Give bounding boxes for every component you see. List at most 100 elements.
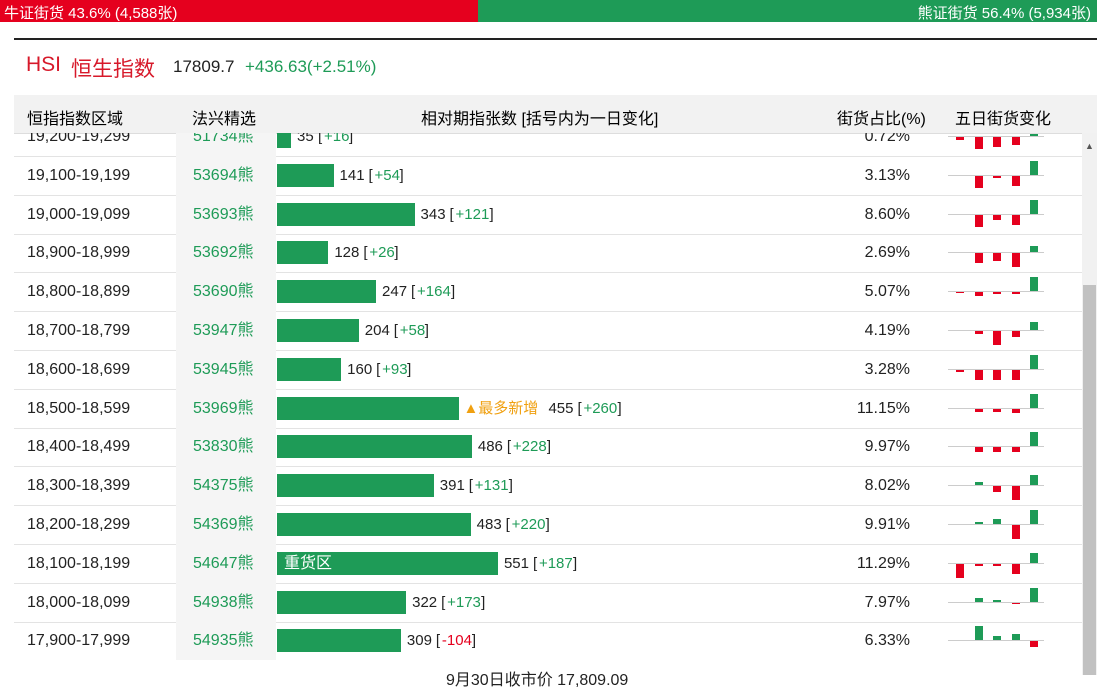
code-bg (176, 155, 276, 195)
change: +164 (417, 283, 451, 301)
range: 18,100-18,199 (27, 554, 131, 572)
spark-base (948, 330, 1044, 331)
scrollbar[interactable]: ▲ (1082, 133, 1097, 675)
bull-text: 牛证街货 43.6% (4,588张) (4, 5, 178, 22)
warrant-code: 53693熊 (193, 205, 254, 223)
col-header: 法兴精选 (192, 111, 257, 128)
count-bar (277, 435, 472, 459)
share: 4.19% (864, 322, 910, 339)
share: 3.13% (864, 166, 910, 184)
spark-bar (1011, 253, 1020, 268)
share: 9.91% (864, 516, 910, 533)
spark-base (948, 524, 1044, 525)
table-row: 18,000-18,099 54938熊 322[+173] 7.97% (14, 582, 1082, 623)
spark-bar (1011, 137, 1020, 145)
bracket: ] (572, 554, 578, 572)
bracket: [ (506, 438, 512, 456)
warrant-code: 53945熊 (193, 360, 254, 378)
change: +228 (512, 438, 547, 456)
range: 18,300-18,399 (27, 477, 131, 495)
spark-base (948, 174, 1044, 176)
count-bar (277, 241, 329, 265)
code-bg (176, 582, 276, 622)
index-name: 恒生指数 (71, 58, 155, 81)
change: +260 (583, 399, 618, 417)
bracket: [ (441, 593, 446, 611)
count-bar (277, 280, 377, 304)
spark-bar (1011, 408, 1020, 413)
share: 11.29% (856, 554, 910, 572)
warrant-code: 53969熊 (193, 399, 254, 417)
share: 11.15% (856, 399, 910, 417)
table-row: 19,000-19,099 53693熊 343[+121] 8.60% (14, 194, 1082, 235)
change: -104 (441, 632, 472, 650)
tag: ▲最多新增 (463, 399, 539, 417)
spark-bar (974, 447, 983, 453)
range: 18,500-18,599 (27, 399, 131, 417)
spark-base (948, 368, 1044, 370)
spark-bar (974, 331, 983, 334)
bracket: [ (363, 244, 368, 262)
spark-bar (993, 486, 1001, 493)
count: 141 (339, 166, 365, 184)
count: 391 (439, 477, 465, 495)
count-bar (277, 319, 359, 342)
count: 343 (420, 205, 446, 223)
scroll-thumb[interactable] (1083, 285, 1096, 675)
spark-base (948, 485, 1044, 487)
table-row: 19,200-19,299 51734熊 35 [+16] 0.72% (14, 133, 1082, 157)
change: +131 (474, 477, 509, 495)
code-bg (176, 194, 276, 234)
code-bg (176, 272, 276, 312)
scroll-up-arrow[interactable]: ▲ (1085, 141, 1094, 151)
table-row: 18,700-18,799 53947熊 204[+58] 4.19% (14, 311, 1082, 351)
index-price: 17809.7 (173, 57, 235, 76)
bracket: [ (318, 133, 323, 145)
table-body: 19,200-19,299 51734熊 35[+16] 0.72% 19,100-19… (14, 133, 1082, 660)
range: 18,400-18,499 (27, 438, 131, 456)
range: 17,900-17,999 (27, 632, 131, 650)
bracket: ] (508, 477, 513, 495)
spark-bar (993, 214, 1001, 220)
spark-bar (1011, 602, 1020, 604)
code-bg (176, 543, 276, 583)
index-change: +436.63(+2.51%) (245, 57, 377, 76)
count-bar: 重货区 (277, 551, 498, 575)
bracket: ] (407, 360, 412, 378)
spark-bar (956, 563, 964, 578)
bracket: ] (399, 166, 404, 184)
spark-base (948, 446, 1044, 448)
share: 6.33% (864, 632, 910, 650)
spark-bar (993, 175, 1001, 178)
warrant-code: 53947熊 (193, 322, 254, 339)
spark-base (948, 601, 1044, 603)
spark-base (948, 407, 1044, 409)
bracket: [ (532, 554, 538, 572)
spark-bar (993, 253, 1001, 262)
spark-bar (993, 408, 1001, 412)
spark-bar (974, 522, 983, 524)
code-bg (176, 133, 276, 156)
count: 483 (476, 516, 502, 533)
count-bar (277, 396, 460, 420)
spark-bar (1030, 199, 1038, 214)
count: 551 (503, 554, 529, 572)
count-bar (277, 513, 471, 536)
bracket: [ (449, 205, 454, 223)
change: +58 (399, 322, 426, 339)
index-code: HSI (26, 53, 62, 76)
spark-bar (1030, 322, 1038, 330)
spark-bar (974, 626, 983, 641)
code-bg (176, 311, 276, 350)
bracket: ] (545, 516, 550, 533)
count-bar (277, 133, 292, 148)
bracket: [ (468, 477, 473, 495)
spark-bar (993, 292, 1001, 295)
code-bg (176, 427, 276, 467)
spark-bar (993, 447, 1001, 453)
bracket: ] (617, 399, 622, 417)
warrant-code: 53690熊 (193, 283, 254, 301)
bracket: [ (577, 399, 582, 417)
count: 35 (297, 133, 314, 145)
spark-bar (1030, 134, 1038, 136)
